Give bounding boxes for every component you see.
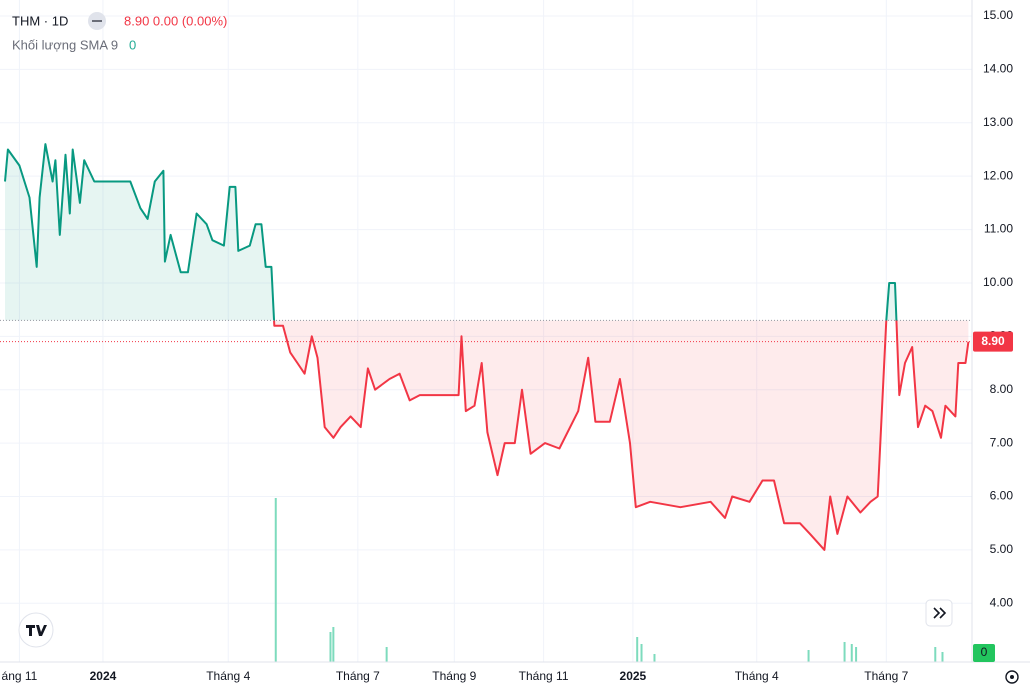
last-price-label: 8.90 [981, 334, 1005, 348]
volume-bar [653, 654, 656, 662]
settings-icon [1010, 675, 1014, 679]
volume-bar [843, 642, 846, 662]
plot [0, 143, 972, 662]
symbol: THM · 1D [12, 13, 68, 28]
quote: 8.90 0.00 (0.00%) [124, 13, 227, 28]
y-tick-label: 8.00 [990, 382, 1014, 396]
x-tick-label: Tháng 9 [432, 669, 476, 683]
x-tick-label: Tháng 7 [336, 669, 380, 683]
volume-axis-box [973, 644, 995, 662]
x-tick-label: áng 11 [2, 669, 38, 683]
x-tick-label: Tháng 7 [864, 669, 908, 683]
y-tick-label: 7.00 [990, 435, 1014, 449]
volume-label: Khối lượng SMA 9 [12, 37, 118, 52]
y-tick-label: 5.00 [990, 542, 1014, 556]
logo[interactable] [18, 612, 54, 648]
volume-bar [329, 632, 332, 662]
y-tick-label: 4.00 [990, 595, 1014, 609]
settings-icon[interactable] [1005, 670, 1019, 684]
x-tick-label: Tháng 4 [206, 669, 250, 683]
price-line [4, 143, 970, 551]
last-price-box [973, 331, 1013, 352]
logo-mark [26, 625, 47, 636]
y-tick-label: 13.00 [983, 115, 1013, 129]
y-tick-label: 14.00 [983, 62, 1013, 76]
x-tick-label: Tháng 4 [735, 669, 779, 683]
y-tick-label: 12.00 [983, 168, 1013, 182]
volume-bar [807, 650, 810, 662]
baseline-area [5, 144, 969, 550]
volume-bar [855, 647, 858, 662]
volume-axis-label: 0 [981, 645, 988, 659]
volume-value: 0 [129, 37, 136, 52]
y-tick-label: 15.00 [983, 8, 1013, 22]
volume-bar [636, 637, 639, 662]
volume-bar [640, 644, 643, 662]
y-tick-label: 10.00 [983, 275, 1013, 289]
volume-bar [385, 647, 388, 662]
y-tick-label: 6.00 [990, 489, 1014, 503]
scroll-icon [933, 607, 947, 619]
volume-bar [274, 498, 277, 662]
volume-bar [332, 627, 335, 662]
x-tick-label: 2024 [90, 669, 117, 683]
x-tick-label: 2025 [620, 669, 647, 683]
y-tick-label: 11.00 [984, 222, 1013, 236]
volume-bar [850, 644, 853, 662]
volume-bar [941, 652, 944, 662]
x-tick-label: Tháng 11 [519, 669, 569, 683]
volume-bar [934, 647, 937, 662]
